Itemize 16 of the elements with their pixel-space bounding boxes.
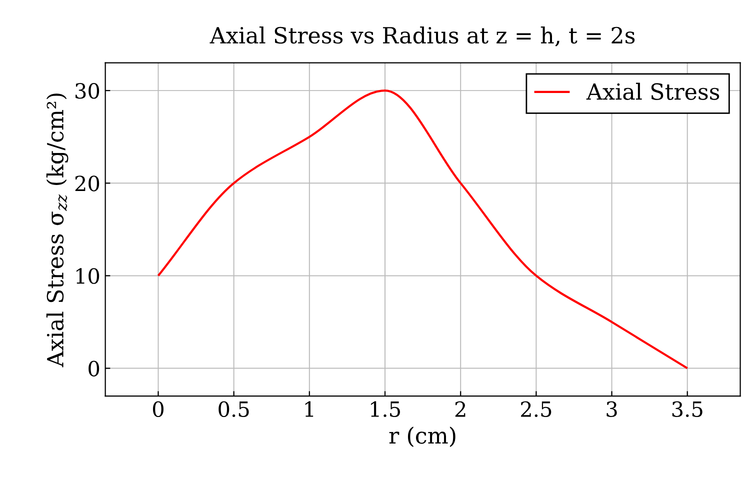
y-tick-label: 0	[88, 360, 100, 376]
legend-label: Axial Stress	[586, 82, 720, 100]
x-tick-label: 3.5	[672, 401, 702, 418]
chart-title: Axial Stress vs Radius at z = h, t = 2s	[210, 26, 635, 46]
x-tick-label: 1.5	[370, 401, 400, 418]
x-tick-label: 0	[152, 401, 164, 418]
x-tick-label: 2	[455, 401, 466, 417]
y-axis-title: Axial Stress σ$_{zz}$ (kg/cm²)	[46, 94, 68, 368]
y-tick-label: 20	[75, 176, 100, 192]
x-axis-title: r (cm)	[389, 426, 456, 447]
y-tick-label: 30	[76, 83, 100, 99]
x-tick-label: 0.5	[218, 401, 249, 418]
x-tick-label: 2.5	[521, 401, 552, 418]
y-tick-label: 10	[76, 268, 100, 284]
x-tick-label: 3	[606, 401, 617, 418]
x-tick-label: 1	[305, 401, 314, 417]
